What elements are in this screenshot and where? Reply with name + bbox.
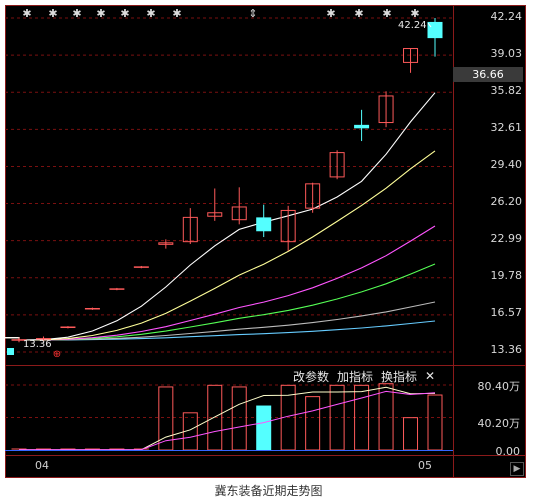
price-tick: 35.82 (490, 84, 523, 97)
volume-bar (305, 396, 321, 451)
chart-frame (5, 5, 526, 478)
min-price-label: 13.36 (23, 339, 52, 350)
volume-ma5-line (19, 386, 436, 451)
ma10-line (5, 150, 436, 341)
volume-bar (256, 405, 272, 450)
candle-body (305, 183, 321, 209)
event-star-icon: ✱ (146, 7, 155, 20)
candle-body (256, 217, 272, 232)
candle-body (378, 95, 394, 124)
date-label: 04 (35, 459, 49, 472)
volume-bar (403, 417, 419, 451)
price-tick: 42.24 (490, 10, 523, 23)
event-star-icon: ✱ (410, 7, 419, 20)
volume-tick: 40.20万 (477, 417, 521, 430)
event-star-icon: ✱ (172, 7, 181, 20)
modify-params-button[interactable]: 改参数 (293, 369, 330, 384)
price-tick: 19.78 (490, 269, 523, 282)
max-price-pointer (427, 22, 432, 28)
price-tick: 39.03 (490, 47, 523, 60)
candle-body (403, 48, 419, 63)
stock-chart-terminal[interactable]: ✱ ✱ ✱ ✱ ✱ ✱ ✱ ⇕ ✱ ✱ ✱ ✱ ⊕ 42.24 39.03 35.82 32.61 29… (5, 5, 526, 478)
min-price-marker (7, 348, 14, 355)
price-tick: 13.36 (490, 343, 523, 356)
volume-tick: 80.40万 (477, 380, 521, 393)
chart-caption: 冀东装备近期走势图 (214, 484, 323, 498)
volume-bar (378, 383, 394, 451)
volume-toolbar: 改参数 加指标 换指标 ✕ (293, 367, 435, 385)
event-star-icon: ✱ (72, 7, 81, 20)
max-price-label: 42.24 (398, 20, 427, 31)
candle-body (354, 124, 370, 129)
ma20-line (5, 225, 436, 341)
price-tick: 32.61 (490, 121, 523, 134)
volume-bar (231, 386, 247, 451)
event-star-icon: ✱ (22, 7, 31, 20)
event-star-icon: ✱ (96, 7, 105, 20)
event-star-icon: ✱ (354, 7, 363, 20)
candle-body (182, 216, 198, 243)
price-tick: 22.99 (490, 232, 523, 245)
current-price-badge: 36.66 (453, 67, 523, 82)
scroll-right-button[interactable]: ▶ (510, 462, 524, 476)
candle-body (329, 152, 345, 178)
event-star-icon: ✱ (382, 7, 391, 20)
event-star-icon: ✱ (48, 7, 57, 20)
volume-ma10-line (19, 390, 436, 451)
ma30-line (5, 263, 436, 341)
price-tick: 29.40 (490, 158, 523, 171)
candle-body (280, 209, 296, 243)
candle-body (231, 206, 247, 221)
date-label: 05 (418, 459, 432, 472)
event-marker-icon: ⊕ (53, 349, 61, 360)
stock-chart-canvas[interactable]: ✱ ✱ ✱ ✱ ✱ ✱ ✱ ⇕ ✱ ✱ ✱ ✱ ⊕ (5, 5, 526, 478)
volume-tick: 0.00 (495, 445, 521, 458)
ma60-line (5, 301, 436, 341)
price-tick: 26.20 (490, 195, 523, 208)
price-tick: 16.57 (490, 306, 523, 319)
candle-body (158, 242, 174, 245)
event-star-icon: ✱ (120, 7, 129, 20)
candle-body (207, 212, 223, 217)
switch-indicator-button[interactable]: 换指标 (381, 369, 418, 384)
volume-bar (427, 394, 443, 451)
close-icon[interactable]: ✕ (425, 369, 436, 383)
event-arrow-icon: ⇕ (248, 7, 257, 20)
candle-body (427, 21, 443, 39)
add-indicator-button[interactable]: 加指标 (337, 369, 374, 384)
event-star-icon: ✱ (326, 7, 335, 20)
